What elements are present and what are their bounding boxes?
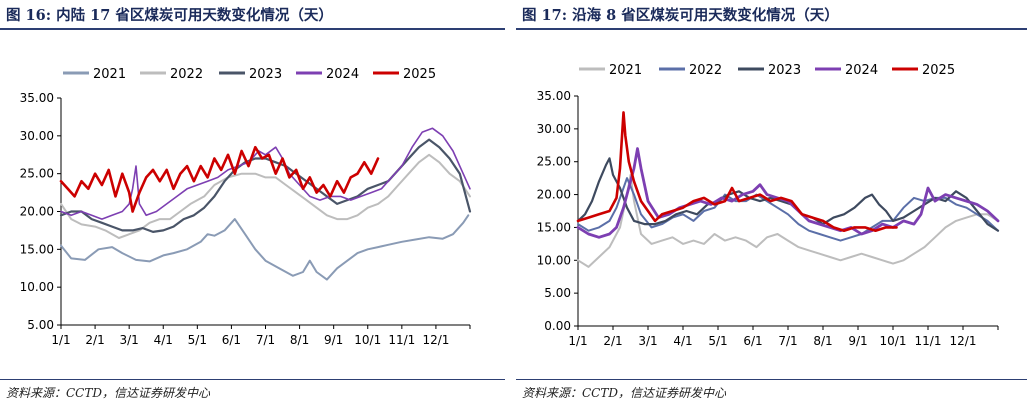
chart-panel-inland: 图 16: 内陆 17 省区煤炭可用天数变化情况（天） 5.00 10.00 15.… (0, 0, 505, 406)
y-tick-label: 25.00 (537, 155, 571, 169)
y-tick-label: 30.00 (20, 129, 54, 143)
x-tick-label: 7/1 (778, 334, 797, 348)
x-tick-label: 5/1 (708, 334, 727, 348)
title-rule (0, 28, 505, 30)
x-tick-label: 5/1 (188, 333, 207, 347)
x-tick-label: 9/1 (324, 333, 343, 347)
x-tick-label: 8/1 (290, 333, 309, 347)
y-tick-label: 5.00 (544, 286, 571, 300)
legend-label-2021: 2021 (93, 67, 126, 82)
x-tick-label: 7/1 (256, 333, 275, 347)
x-tick-label: 12/1 (422, 333, 449, 347)
y-tick-label: 20.00 (20, 205, 54, 219)
source-note: 资料来源：CCTD，信达证券研发中心 (6, 386, 210, 400)
y-tick-label: 35.00 (537, 89, 571, 103)
y-tick-label: 25.00 (20, 167, 54, 181)
y-tick-label: 20.00 (537, 188, 571, 202)
legend-label-2021: 2021 (609, 63, 642, 78)
y-tick-label: 30.00 (537, 122, 571, 136)
chart-coastal: 0.00 5.00 10.00 15.00 20.00 25.00 30.00 35.00 1/… (537, 63, 1000, 348)
legend-label-2025: 2025 (403, 67, 436, 82)
x-tick-label: 10/1 (354, 333, 381, 347)
legend-label-2023: 2023 (768, 63, 801, 78)
y-tick-label: 10.00 (537, 253, 571, 267)
title-rule (516, 28, 1027, 30)
x-tick-label: 3/1 (120, 333, 139, 347)
series-line-2021 (60, 214, 470, 281)
x-tick-label: 1/1 (568, 334, 587, 348)
series-line-2024 (576, 147, 1000, 239)
legend-label-2022: 2022 (170, 67, 203, 82)
y-tick-label: 10.00 (20, 280, 54, 294)
y-tick-label: 0.00 (544, 319, 571, 333)
x-tick-label: 3/1 (638, 334, 657, 348)
x-tick-label: 6/1 (222, 333, 241, 347)
chart-panel-coastal: 图 17: 沿海 8 省区煤炭可用天数变化情况（天） 0.00 5.00 10.00… (516, 0, 1027, 406)
x-tick-label: 9/1 (848, 334, 867, 348)
y-tick-label: 5.00 (27, 318, 54, 332)
source-rule (0, 379, 505, 380)
x-tick-label: 6/1 (743, 334, 762, 348)
source-note: 资料来源：CCTD，信达证券研发中心 (522, 386, 726, 400)
legend-label-2024: 2024 (326, 67, 359, 82)
x-tick-label: 8/1 (813, 334, 832, 348)
y-tick-label: 15.00 (537, 220, 571, 234)
legend-label-2024: 2024 (845, 63, 878, 78)
x-tick-label: 4/1 (154, 333, 173, 347)
series-line-2021 (577, 173, 999, 268)
legend-label-2023: 2023 (249, 67, 282, 82)
series-line-2025 (59, 145, 380, 213)
x-tick-label: 2/1 (85, 333, 104, 347)
series-line-2025 (576, 111, 898, 232)
x-tick-label: 11/1 (388, 333, 415, 347)
x-tick-label: 11/1 (915, 334, 942, 348)
y-tick-label: 35.00 (20, 91, 54, 105)
chart-inland: 5.00 10.00 15.00 20.00 25.00 30.00 35.00 1/1 2/1… (20, 67, 472, 347)
y-tick-label: 15.00 (20, 242, 54, 256)
x-tick-label: 4/1 (673, 334, 692, 348)
x-tick-label: 1/1 (51, 333, 70, 347)
x-tick-label: 10/1 (880, 334, 907, 348)
series-line-2022 (60, 153, 471, 239)
chart-title: 图 17: 沿海 8 省区煤炭可用天数变化情况（天） (522, 7, 839, 24)
legend-label-2025: 2025 (922, 63, 955, 78)
x-tick-label: 12/1 (950, 334, 977, 348)
source-rule (516, 379, 1027, 380)
legend-label-2022: 2022 (689, 63, 722, 78)
chart-title: 图 16: 内陆 17 省区煤炭可用天数变化情况（天） (6, 7, 333, 24)
x-tick-label: 2/1 (603, 334, 622, 348)
